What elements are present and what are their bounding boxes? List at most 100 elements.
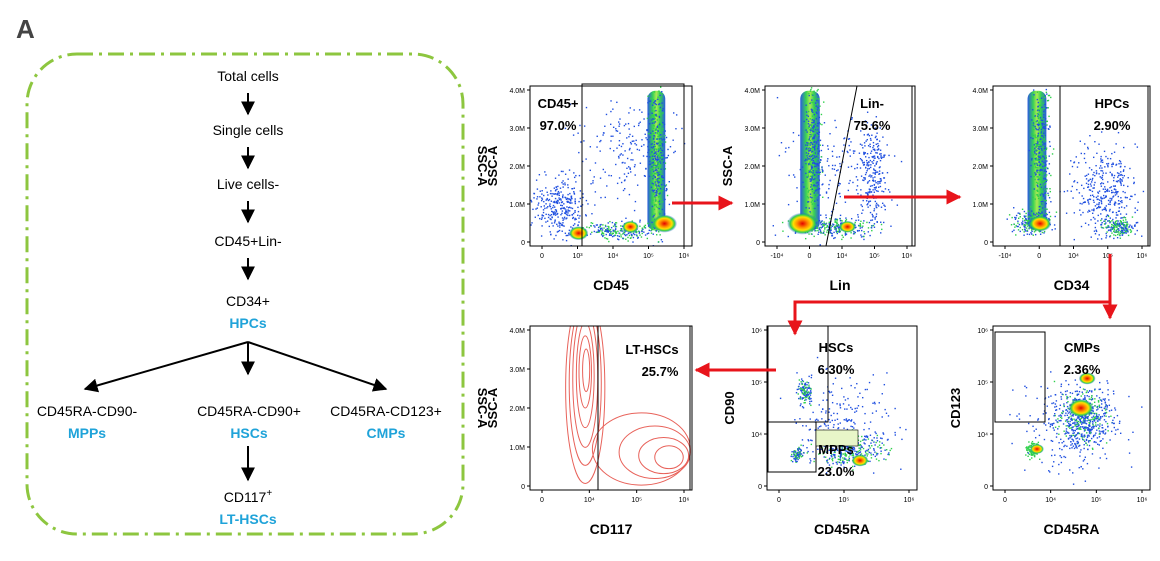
event-dot [1037, 141, 1039, 144]
event-dot [1039, 163, 1042, 165]
event-dot [839, 403, 841, 405]
event-dot [577, 224, 579, 227]
event-dot [1024, 224, 1027, 227]
event-dot [624, 188, 626, 190]
event-dot [815, 125, 817, 128]
event-dot [654, 121, 657, 123]
event-dot [880, 447, 883, 449]
event-dot [808, 393, 810, 396]
event-dot [1087, 148, 1089, 150]
event-dot [1095, 172, 1098, 174]
event-dot [644, 226, 646, 229]
event-dot [885, 449, 888, 451]
tree-branch-sub: HSCs [230, 425, 268, 441]
event-dot [1031, 454, 1033, 456]
event-dot [809, 144, 811, 146]
event-dot [651, 112, 653, 114]
event-dot [1125, 213, 1128, 215]
event-dot [1125, 229, 1128, 232]
event-dot [799, 396, 802, 398]
event-dot [561, 230, 563, 232]
event-dot [813, 129, 815, 131]
event-dot [883, 204, 885, 206]
event-dot [1082, 201, 1085, 204]
event-dot [1045, 127, 1047, 130]
event-dot [1123, 207, 1126, 209]
event-dot [846, 445, 848, 448]
event-dot [871, 134, 873, 136]
event-dot [810, 170, 812, 173]
event-dot [780, 142, 783, 144]
event-dot [651, 143, 653, 145]
event-dot [554, 177, 557, 179]
event-dot [560, 199, 562, 201]
event-dot [1069, 447, 1071, 450]
event-dot [1044, 147, 1046, 149]
event-dot [569, 202, 571, 204]
event-dot [843, 137, 846, 139]
event-dot [807, 440, 810, 442]
event-dot [1116, 193, 1118, 195]
event-dot [876, 146, 879, 148]
event-dot [1097, 195, 1099, 197]
event-dot [886, 144, 888, 146]
event-dot [849, 449, 852, 452]
event-dot [879, 153, 881, 155]
event-dot [562, 194, 564, 196]
event-dot [816, 112, 818, 114]
event-dot [818, 188, 821, 190]
event-dot [838, 182, 840, 185]
event-dot [1104, 406, 1107, 408]
event-dot [658, 187, 660, 190]
event-dot [810, 391, 812, 394]
event-dot [610, 123, 612, 126]
event-dot [1028, 441, 1030, 443]
event-dot [566, 206, 568, 208]
event-dot [1043, 138, 1045, 141]
event-dot [1038, 123, 1041, 125]
event-dot [1125, 228, 1128, 230]
event-dot [655, 200, 657, 202]
event-dot [819, 161, 821, 164]
event-dot [1037, 133, 1040, 136]
event-dot [654, 117, 656, 120]
event-dot [1092, 187, 1094, 189]
event-dot [803, 394, 805, 396]
event-dot [653, 101, 656, 103]
event-dot [1110, 409, 1113, 411]
event-dot [1069, 427, 1071, 429]
event-dot [870, 191, 873, 193]
event-dot [651, 151, 653, 153]
event-dot [864, 388, 867, 391]
y-axis-label: SSC-A [485, 145, 500, 186]
event-dot [865, 192, 867, 194]
event-dot [817, 161, 820, 164]
event-dot [578, 151, 580, 154]
event-dot [1041, 190, 1044, 193]
event-dot [874, 176, 876, 178]
event-dot [1099, 176, 1101, 178]
event-dot [859, 225, 862, 227]
event-dot [1033, 150, 1036, 153]
event-dot [654, 176, 657, 179]
event-dot [541, 217, 543, 219]
event-dot [1114, 234, 1117, 237]
event-dot [859, 443, 862, 446]
event-dot [842, 403, 845, 405]
event-dot [808, 207, 810, 209]
event-dot [905, 428, 907, 431]
event-dot [1086, 417, 1089, 419]
event-dot [878, 173, 880, 175]
event-dot [807, 382, 810, 384]
event-dot [865, 453, 867, 455]
event-dot [813, 121, 816, 123]
event-dot [1021, 223, 1023, 226]
event-dot [654, 181, 657, 183]
event-dot [819, 194, 821, 196]
event-dot [1111, 228, 1114, 230]
event-dot [1098, 404, 1101, 407]
event-dot [809, 158, 811, 161]
event-dot [811, 196, 813, 199]
event-dot [825, 451, 828, 453]
event-dot [813, 147, 816, 149]
